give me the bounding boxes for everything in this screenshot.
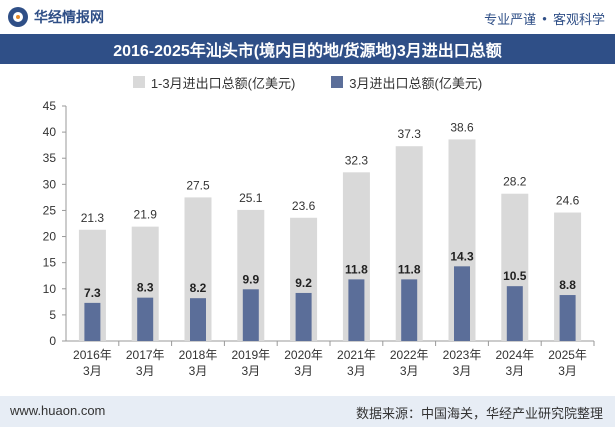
legend-label-total: 1-3月进出口总额(亿美元) — [150, 75, 296, 91]
data-label-march: 8.3 — [137, 281, 154, 295]
data-label-march: 8.8 — [559, 278, 576, 292]
x-tick-label: 2024年 3月 — [495, 348, 534, 378]
y-tick-label: 40 — [43, 125, 57, 139]
data-label-march: 8.2 — [190, 281, 207, 295]
data-label-march: 11.8 — [398, 262, 421, 276]
bar-march — [559, 295, 576, 341]
data-label-total: 27.5 — [186, 178, 210, 192]
data-label-total: 38.6 — [450, 120, 474, 134]
y-tick-label: 15 — [43, 256, 57, 270]
legend-item-march[interactable]: 3月进出口总额(亿美元) — [331, 73, 482, 92]
data-label-total: 23.6 — [292, 199, 316, 213]
chart-title: 2016-2025年汕头市(境内目的地/货源地)3月进出口总额 — [113, 43, 502, 60]
y-tick-label: 10 — [43, 282, 57, 296]
x-tick-label: 2019年 3月 — [231, 348, 270, 378]
bar-march — [190, 298, 206, 341]
legend-swatch-total — [132, 76, 145, 88]
x-tick-label: 2016年 3月 — [73, 348, 112, 378]
x-tick-label: 2025年 3月 — [548, 348, 587, 378]
data-label-total: 32.3 — [345, 153, 369, 167]
x-tick-label: 2017年 3月 — [126, 348, 165, 378]
legend-item-total[interactable]: 1-3月进出口总额(亿美元) — [132, 73, 296, 92]
data-label-total: 21.3 — [81, 211, 105, 225]
bar-march — [506, 286, 523, 341]
data-label-march: 10.5 — [503, 269, 527, 283]
legend-swatch-march — [331, 76, 344, 88]
bar-march — [242, 289, 259, 341]
slogan-left: 专业严谨 — [484, 12, 537, 27]
brand[interactable]: 华经情报网 — [8, 7, 104, 27]
bar-chart: 0 5 10 15 20 25 30 35 40 45 21.3 7.3 2016年 3月 21.9 8.3 2… — [43, 99, 595, 378]
x-tick-label: 2023年 3月 — [443, 348, 482, 378]
x-tick-label: 2021年 3月 — [337, 348, 376, 378]
y-tick-label: 30 — [43, 177, 57, 191]
y-tick-label: 20 — [43, 230, 57, 244]
data-label-march: 14.3 — [450, 249, 474, 263]
brand-logo-icon — [8, 7, 28, 27]
y-tick-label: 35 — [43, 151, 57, 165]
data-label-total: 25.1 — [239, 191, 263, 205]
top-bar: 华经情报网 专业严谨 ● 客观科学 — [0, 0, 615, 34]
y-tick-label: 25 — [43, 203, 57, 217]
footer-website[interactable]: www.huaon.com — [10, 403, 106, 418]
x-tick-label: 2022年 3月 — [390, 348, 429, 378]
data-label-total: 37.3 — [398, 127, 422, 141]
data-label-total: 28.2 — [503, 175, 527, 189]
slogan: 专业严谨 ● 客观科学 — [484, 9, 605, 28]
bullet-icon: ● — [542, 14, 547, 23]
bar-march — [454, 266, 470, 341]
bar-march — [348, 279, 365, 341]
chart-legend: 1-3月进出口总额(亿美元) 3月进出口总额(亿美元) — [0, 72, 615, 92]
data-label-march: 11.8 — [345, 262, 368, 276]
x-tick-label: 2018年 3月 — [179, 348, 218, 378]
x-tick-label: 2020年 3月 — [284, 348, 323, 378]
data-label-total: 24.6 — [556, 194, 580, 208]
legend-label-march: 3月进出口总额(亿美元) — [349, 75, 483, 91]
slogan-right: 客观科学 — [552, 12, 605, 27]
y-tick-label: 5 — [49, 308, 56, 322]
data-label-total: 21.9 — [134, 208, 158, 222]
y-tick-label: 0 — [49, 334, 56, 348]
brand-name: 华经情报网 — [34, 9, 104, 25]
data-label-march: 9.9 — [242, 272, 259, 286]
title-bar: 2016-2025年汕头市(境内目的地/货源地)3月进出口总额 — [0, 34, 615, 64]
bar-march — [295, 292, 312, 341]
bar-march — [401, 279, 418, 341]
bar-march — [84, 302, 101, 341]
bar-march — [137, 297, 154, 341]
footer: www.huaon.com 数据来源：中国海关，华经产业研究院整理 — [0, 396, 615, 427]
y-tick-label: 45 — [43, 99, 57, 113]
footer-source: 数据来源：中国海关，华经产业研究院整理 — [355, 406, 603, 421]
data-label-march: 9.2 — [295, 276, 312, 290]
data-label-march: 7.3 — [84, 286, 101, 300]
